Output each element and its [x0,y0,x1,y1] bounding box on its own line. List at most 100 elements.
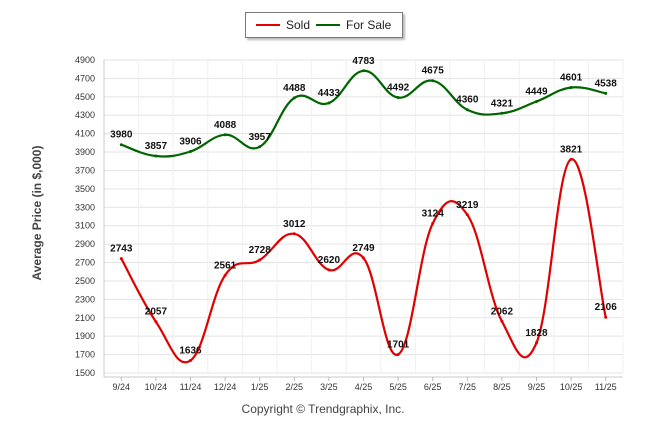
sold-data-label: 2106 [595,302,618,313]
sold-series-line [120,158,607,364]
for-sale-data-label: 4488 [283,83,306,94]
x-tick-label: 7/25 [459,382,477,392]
sold-data-point [431,221,435,225]
sold-data-point [154,320,158,324]
sold-swatch-icon [256,24,280,26]
sold-data-label: 2743 [110,244,133,255]
y-tick-label: 4700 [75,73,95,83]
for-sale-data-point [189,150,192,154]
x-tick-label: 10/24 [145,382,168,392]
x-tick-label: 2/25 [286,382,304,392]
sold-data-label: 3219 [456,200,479,211]
x-tick-label: 8/25 [493,382,511,392]
for-sale-data-point [569,86,573,90]
sold-data-label: 1701 [387,339,410,350]
for-sale-data-label: 3957 [249,132,272,143]
for-sale-data-label: 4449 [525,87,548,98]
sold-data-point [292,232,296,236]
sold-data-point [362,256,365,260]
for-sale-data-point [258,145,262,149]
for-sale-data-label: 4492 [387,83,410,94]
sold-data-label: 2062 [491,306,514,317]
y-tick-label: 1700 [75,350,95,360]
legend-item-sold[interactable]: Sold [256,18,310,32]
for-sale-data-point [465,108,469,112]
sold-data-point [535,341,538,345]
sold-data-point [223,273,227,277]
sold-data-point [569,157,573,161]
sold-data-label: 2620 [318,255,341,266]
for-sale-data-label: 4601 [560,73,583,84]
sold-data-point [258,258,262,262]
for-sale-data-label: 3857 [145,141,168,152]
sold-data-label: 1828 [525,328,548,339]
y-tick-label: 3300 [75,202,95,212]
sold-data-label: 2728 [249,245,272,256]
sold-data-label: 3012 [283,219,306,230]
y-tick-label: 2300 [75,294,95,304]
for-sale-data-label: 4433 [318,88,341,99]
for-sale-data-point [362,69,365,73]
for-sale-data-point [396,96,400,100]
for-sale-data-point [154,154,158,158]
y-tick-label: 2100 [75,313,95,323]
sold-data-point [465,213,469,217]
sold-data-label: 3821 [560,144,583,155]
x-tick-label: 6/25 [424,382,442,392]
x-tick-label: 9/24 [113,382,131,392]
y-tick-label: 3900 [75,147,95,157]
y-axis-title: Average Price (in $,000) [30,145,44,281]
sold-data-label: 1636 [179,345,202,356]
x-tick-label: 4/25 [355,382,373,392]
sold-data-point [327,268,331,272]
x-tick-label: 11/25 [595,382,617,392]
x-tick-label: 11/24 [180,382,202,392]
y-tick-label: 4100 [75,129,95,139]
y-tick-label: 2700 [75,258,95,268]
for-sale-data-point [223,133,227,137]
y-tick-label: 2500 [75,276,95,286]
y-axis-ticks: 1500 1700 1900 2100 2300 2500 2700 2900 3100 3300… [75,55,95,378]
for-sale-data-point [119,143,123,147]
for-sale-data-label: 4360 [456,95,479,106]
y-tick-label: 1900 [75,331,95,341]
copyright-credit: Copyright © Trendgraphix, Inc. [241,402,405,416]
for-sale-data-point [500,111,504,115]
for-sale-data-point [431,79,435,83]
for-sale-data-point [292,96,296,100]
legend-label-for-sale: For Sale [346,18,392,32]
for-sale-data-label: 4783 [352,56,375,67]
for-sale-data-point [327,101,331,105]
sold-data-point [604,315,608,319]
y-tick-label: 3700 [75,165,95,175]
for-sale-data-point [604,91,608,95]
sold-data-point [189,358,192,362]
for-sale-data-label: 4538 [595,78,618,89]
x-tick-label: 1/25 [251,382,269,392]
for-sale-data-point [535,100,538,104]
for-sale-data-label: 4675 [422,66,445,77]
for-sale-swatch-icon [316,24,340,26]
y-tick-label: 3500 [75,184,95,194]
for-sale-data-label: 3906 [179,137,202,148]
y-tick-label: 4900 [75,55,95,65]
legend: Sold For Sale [245,12,403,38]
series-lines [119,69,608,364]
sold-data-label: 3124 [422,208,445,219]
sold-data-point [500,319,504,323]
for-sale-data-label: 4321 [491,98,514,109]
sold-data-label: 2561 [214,260,237,271]
for-sale-data-label: 4088 [214,120,237,131]
x-tick-label: 9/25 [528,382,546,392]
gridlines [103,59,624,378]
y-tick-label: 3100 [75,221,95,231]
x-tick-label: 10/25 [560,382,583,392]
for-sale-data-label: 3980 [110,130,133,141]
x-tick-label: 12/24 [214,382,237,392]
legend-item-for-sale[interactable]: For Sale [316,18,391,32]
sold-data-label: 2749 [352,243,375,254]
data-labels: 2743 2057 1636 2561 2728 3012 2620 2749 1701 3124… [110,56,617,357]
y-tick-label: 1500 [75,368,95,378]
x-tick-label: 5/25 [389,382,407,392]
